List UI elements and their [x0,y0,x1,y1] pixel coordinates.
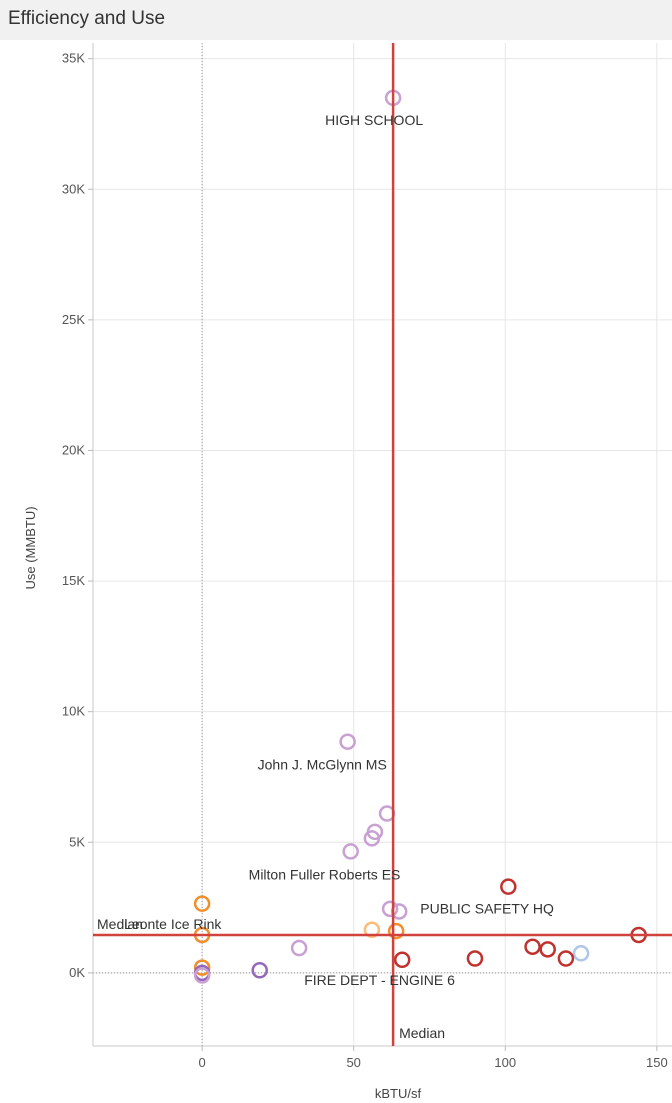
x-tick-label: 150 [646,1055,668,1070]
data-point [500,878,517,895]
data-point [251,962,268,979]
data-point [387,922,405,940]
y-tick-label: 5K [69,834,85,849]
data-point [572,945,590,962]
x-ticks: 0 50 100 150 [199,1046,668,1070]
y-tick-label: 35K [62,51,85,66]
data-point [466,950,484,967]
point-label: John J. McGlynn MS [258,757,387,773]
data-point [557,950,575,967]
y-tick-label: 30K [62,181,85,196]
grid-lines [93,43,672,1046]
y-tick-label: 25K [62,312,85,327]
data-point [393,951,411,969]
data-point [381,900,399,918]
point-labels: HIGH SCHOOL John J. McGlynn MS Milton Full… [124,112,554,988]
median-lines: Median Median [93,43,672,1046]
median-x-label: Median [399,1025,445,1041]
y-ticks: 0K 5K 10K 15K 20K 25K 30K 35K [62,51,93,980]
data-point [193,895,211,912]
x-axis-title: kBTU/sf [375,1086,422,1101]
zero-lines [93,43,672,1046]
point-label: FIRE DEPT - ENGINE 6 [304,972,455,988]
y-tick-label: 0K [69,965,85,980]
point-label: Leonte Ice Rink [124,916,222,932]
point-label: HIGH SCHOOL [325,112,423,128]
y-tick-label: 15K [62,573,85,588]
data-point [363,921,381,939]
data-point [342,843,359,860]
title-bar: Efficiency and Use [0,0,672,40]
x-tick-label: 100 [494,1055,516,1070]
data-point [363,830,381,847]
point-label: PUBLIC SAFETY HQ [420,901,554,917]
data-point [193,967,211,984]
x-tick-label: 0 [199,1055,206,1070]
x-tick-label: 50 [346,1055,360,1070]
data-point [290,939,308,957]
page-title: Efficiency and Use [8,8,166,29]
y-tick-label: 10K [62,704,85,719]
y-tick-label: 20K [62,442,85,457]
y-axis-title: Use (MMBTU) [23,506,38,589]
data-point [539,941,556,958]
plot-area [93,43,672,1046]
data-point [524,938,541,955]
data-points [193,89,647,984]
data-point [339,733,356,750]
point-label: Milton Fuller Roberts ES [249,866,401,882]
median-y-label: Median [97,916,143,932]
data-point [193,959,211,976]
